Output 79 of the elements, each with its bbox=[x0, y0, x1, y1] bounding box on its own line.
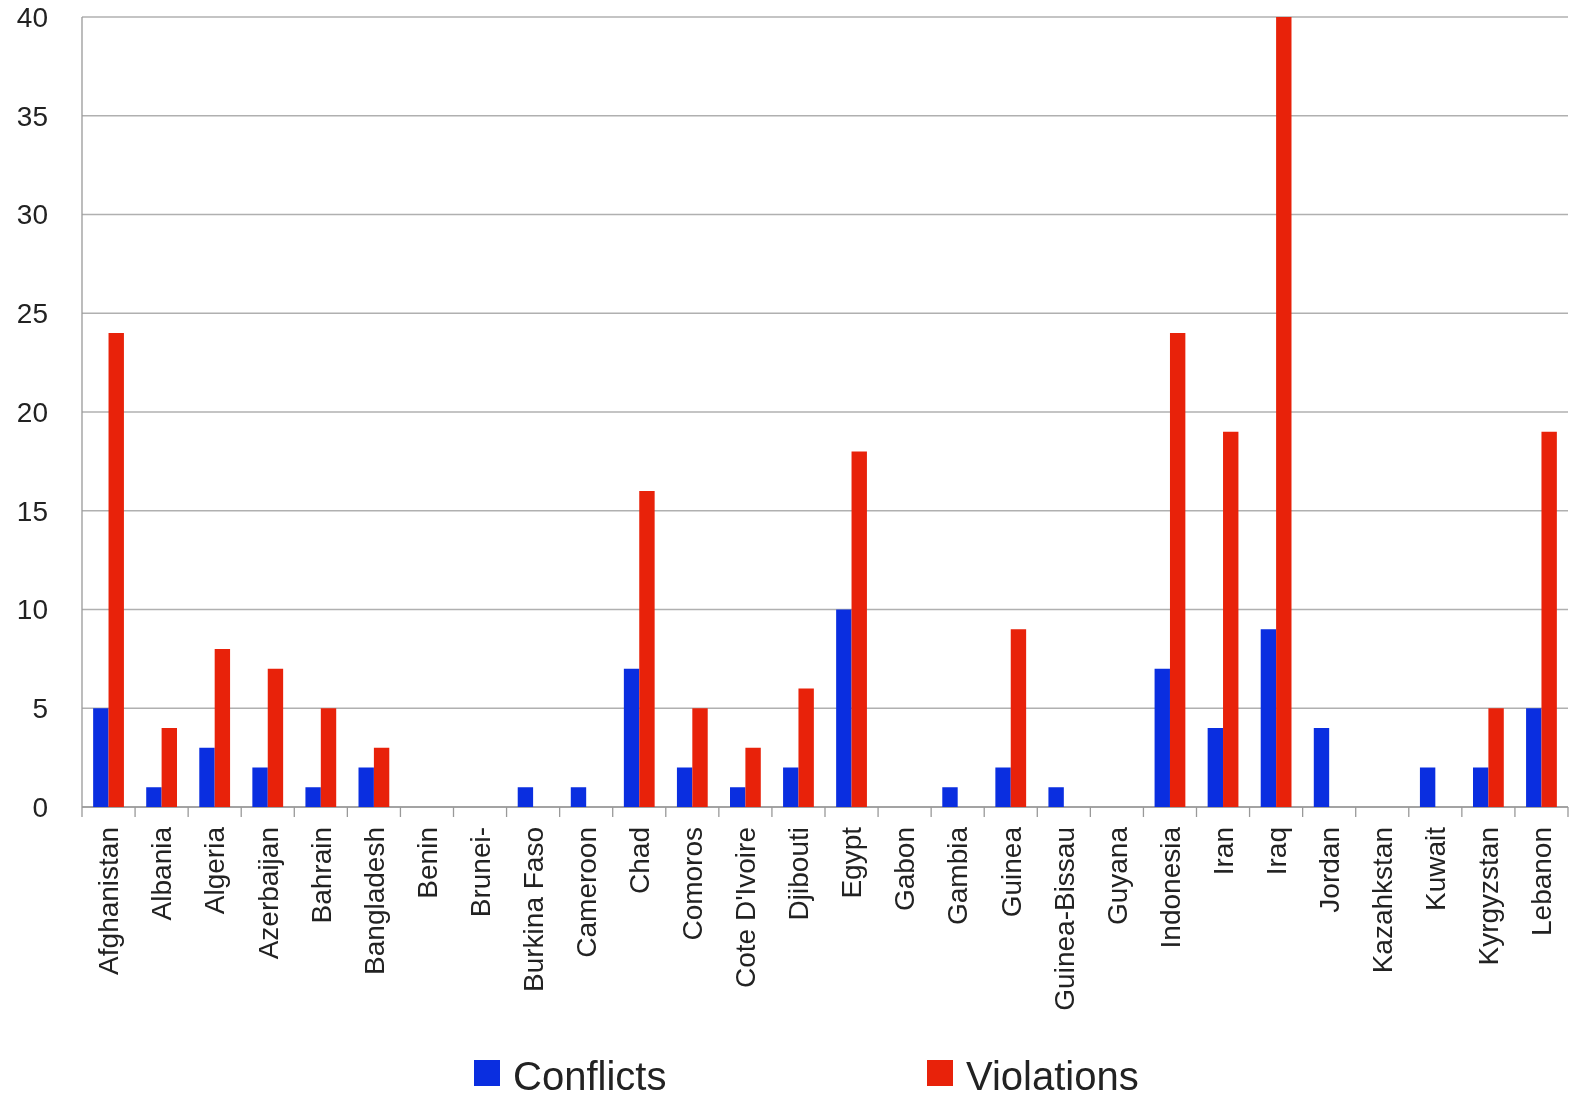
bar bbox=[161, 728, 177, 807]
bar bbox=[1313, 728, 1330, 807]
x-tick-label: Guinea-Bissau bbox=[1048, 827, 1080, 1011]
bar bbox=[1419, 767, 1436, 807]
bar bbox=[1276, 17, 1292, 807]
x-tick-label: Bangladesh bbox=[358, 827, 390, 975]
x-tick-label: Kazahkstan bbox=[1367, 827, 1399, 974]
x-tick-label: Benin bbox=[411, 827, 443, 899]
x-tick-label: Brunei- bbox=[464, 827, 496, 918]
x-tick-label: Kuwait bbox=[1420, 826, 1452, 912]
bar bbox=[942, 787, 958, 807]
bar bbox=[1260, 629, 1277, 807]
y-tick-label: 15 bbox=[16, 495, 48, 527]
bar bbox=[199, 747, 215, 807]
x-tick-label: Burkina Faso bbox=[517, 827, 549, 992]
bar bbox=[517, 787, 534, 807]
y-tick-label: 40 bbox=[16, 1, 48, 33]
x-tick-label: Algeria bbox=[199, 826, 231, 915]
bar bbox=[93, 708, 109, 807]
bar bbox=[570, 787, 587, 807]
x-tick-label: Kyrgyzstan bbox=[1473, 827, 1505, 966]
y-tick-label: 30 bbox=[16, 199, 48, 231]
x-tick-label: Albania bbox=[146, 826, 178, 921]
x-tick-label: Chad bbox=[624, 827, 656, 894]
bar bbox=[1010, 629, 1027, 807]
x-tick-label: Djibouti bbox=[783, 827, 815, 921]
x-tick-label: Afghanistan bbox=[93, 827, 125, 975]
x-tick-label: Jordan bbox=[1313, 827, 1345, 913]
x-tick-label: Cameroon bbox=[570, 827, 602, 958]
bar bbox=[1541, 431, 1557, 807]
bar bbox=[623, 668, 640, 807]
x-tick-label: Indonesia bbox=[1154, 826, 1186, 949]
bar bbox=[995, 767, 1011, 807]
x-tick-label: Guinea bbox=[995, 826, 1027, 918]
bar bbox=[676, 767, 693, 807]
bar bbox=[639, 491, 655, 807]
x-tick-label: Azerbaijan bbox=[252, 827, 284, 960]
x-tick-label: Gabon bbox=[889, 827, 921, 912]
bar bbox=[373, 747, 390, 807]
bar bbox=[358, 767, 374, 807]
x-tick-label: Cote D'Ivoire bbox=[730, 827, 762, 988]
legend-label: Conflicts bbox=[513, 1054, 667, 1098]
legend-label: Violations bbox=[966, 1054, 1139, 1098]
bar bbox=[252, 767, 268, 807]
y-tick-label: 25 bbox=[16, 298, 48, 330]
bar bbox=[1488, 708, 1504, 807]
bar bbox=[1526, 708, 1542, 807]
bar bbox=[798, 688, 814, 807]
bar bbox=[1207, 728, 1224, 807]
bar bbox=[1048, 787, 1064, 807]
bar bbox=[267, 668, 284, 807]
x-tick-label: Egypt bbox=[836, 826, 868, 899]
bar bbox=[1223, 431, 1239, 807]
bar bbox=[214, 649, 231, 807]
y-tick-label: 0 bbox=[32, 791, 48, 823]
bar bbox=[836, 609, 852, 807]
bar bbox=[730, 787, 746, 807]
x-tick-label: Iran bbox=[1207, 827, 1239, 876]
x-tick-label: Comoros bbox=[677, 827, 709, 941]
bar bbox=[1473, 767, 1489, 807]
bar bbox=[851, 451, 867, 807]
bar bbox=[305, 787, 321, 807]
y-tick-label: 35 bbox=[16, 100, 48, 132]
x-tick-label: Bahrain bbox=[305, 827, 337, 924]
bar bbox=[320, 708, 337, 807]
y-tick-label: 5 bbox=[32, 693, 48, 725]
x-tick-label: Iraq bbox=[1260, 827, 1292, 876]
bar bbox=[1169, 333, 1186, 807]
y-tick-label: 20 bbox=[16, 396, 48, 428]
bar bbox=[146, 787, 162, 807]
y-tick-label: 10 bbox=[16, 594, 48, 626]
x-tick-label: Gambia bbox=[942, 826, 974, 926]
x-tick-label: Guyana bbox=[1101, 826, 1133, 926]
bar bbox=[783, 767, 799, 807]
bar bbox=[692, 708, 708, 807]
bar bbox=[108, 333, 124, 807]
x-tick-label: Lebanon bbox=[1526, 827, 1558, 937]
bar bbox=[745, 747, 761, 807]
bar bbox=[1154, 668, 1170, 807]
